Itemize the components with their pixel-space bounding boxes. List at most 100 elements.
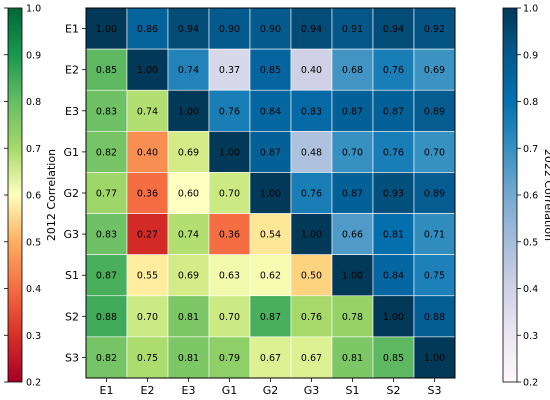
heatmap-cell [372,172,415,214]
heatmap-cell-value: 0.76 [301,312,322,323]
colorbar-tick-label: 0.4 [523,284,538,295]
colorbar-tick-label: 1.0 [26,4,41,15]
colorbar-tick-label: 0.8 [26,97,41,108]
column-label: G1 [222,384,238,397]
heatmap-cell [249,89,292,132]
heatmap-cell [290,89,333,132]
row-label: S1 [65,269,79,282]
heatmap-cell-value: 0.48 [301,147,322,158]
heatmap-cell [167,254,210,297]
row-label: S2 [65,310,79,323]
heatmap-cell-value: 0.62 [260,271,281,282]
heatmap-cell [249,172,292,214]
heatmap-cell-value: 1.00 [137,65,158,76]
heatmap-cell [372,89,415,132]
row-label: E3 [65,105,79,118]
heatmap-cell [167,172,210,214]
heatmap-cell [126,172,169,214]
heatmap-cell-value: 0.87 [383,106,404,117]
heatmap-cell-value: 0.76 [383,65,404,76]
heatmap-cell-value: 1.00 [383,312,404,323]
heatmap-cell [249,131,292,173]
column-label: E3 [182,384,196,397]
heatmap-cell-value: 0.36 [219,230,240,241]
colorbar-tick-label: 0.8 [523,97,538,108]
heatmap-cell-value: 0.83 [96,230,117,241]
heatmap-cell-value: 0.71 [424,230,445,241]
heatmap-cell-value: 0.81 [342,353,363,364]
heatmap-cell-value: 0.54 [260,230,281,241]
heatmap-cell [290,254,333,297]
heatmap-cell-value: 0.94 [383,24,404,35]
heatmap-cell-value: 0.69 [178,271,199,282]
colorbar-tick-label: 0.9 [523,50,538,61]
heatmap-cell-value: 0.92 [424,24,445,35]
heatmap-cell [208,172,251,214]
heatmap-cell [413,131,456,173]
row-labels: E1 E2 E3 G1 G2 G3 S1 S2 S3 [63,23,86,364]
row-label: G2 [63,187,79,200]
heatmap-cell-value: 0.86 [137,24,158,35]
heatmap-cell [85,89,128,132]
heatmap-cell-value: 0.27 [137,230,158,241]
heatmap-cell [413,172,456,214]
colorbar-tick-label: 0.7 [523,144,538,155]
heatmap-cell-value: 0.78 [342,312,363,323]
column-label: S3 [428,384,442,397]
heatmap-cell [413,254,456,297]
colorbar-tick-label: 0.3 [26,331,41,342]
heatmap-cell [126,213,169,255]
heatmap-cell-value: 0.90 [260,24,281,35]
heatmap-cell-value: 0.89 [424,189,445,200]
column-label: E1 [100,384,114,397]
heatmap-cell-value: 0.90 [219,24,240,35]
heatmap-cell [290,213,333,255]
heatmap-cell-value: 0.83 [301,106,322,117]
heatmap-cell-value: 0.87 [342,189,363,200]
heatmap-cell-value: 0.93 [383,189,404,200]
colorbar-tick-label: 0.2 [26,378,41,389]
heatmap-cell-value: 0.74 [137,106,158,117]
colorbar-tick-label: 0.3 [523,331,538,342]
heatmap-cell-value: 0.67 [301,353,322,364]
heatmap-cell [372,48,415,91]
heatmap-cell [413,48,456,91]
heatmap-cell-value: 0.76 [301,189,322,200]
heatmap-cell-value: 0.94 [301,24,322,35]
heatmap-cell-value: 0.63 [219,271,240,282]
heatmap-cell-value: 0.69 [424,65,445,76]
heatmap-cell-value: 0.88 [96,312,117,323]
heatmap-cell-value: 0.55 [137,271,158,282]
heatmap-cell [167,48,210,91]
colorbar-tick-label: 0.2 [523,378,538,389]
heatmap-cell-value: 0.87 [260,312,281,323]
heatmap-cell [85,213,128,255]
heatmap-cell-value: 0.87 [96,271,117,282]
heatmap-cell-value: 0.70 [424,147,445,158]
heatmap-cell-value: 0.69 [178,147,199,158]
column-label: S1 [346,384,360,397]
heatmap-cell-value: 1.00 [96,24,117,35]
heatmap-cell [249,48,292,91]
heatmap-cell-value: 0.81 [178,353,199,364]
heatmap-cell-value: 0.74 [178,65,199,76]
heatmap-cell [85,336,128,379]
heatmap-cell-value: 0.37 [219,65,240,76]
heatmap-cell-value: 0.81 [383,230,404,241]
heatmap-cell [290,48,333,91]
heatmap-cell [208,213,251,255]
row-label: G3 [63,228,79,241]
colorbar-tick-label: 0.9 [26,50,41,61]
heatmap-cell [290,295,333,338]
heatmap-cell-value: 0.70 [219,312,240,323]
heatmap-cell [290,172,333,214]
heatmap-cell-value: 1.00 [219,147,240,158]
heatmap-cell-value: 0.67 [260,353,281,364]
heatmap-cell [331,295,374,338]
heatmap-cell-value: 0.75 [137,353,158,364]
column-label: E2 [141,384,155,397]
heatmap-cell [413,89,456,132]
row-label: S3 [65,351,79,364]
heatmap-cell [249,336,292,379]
